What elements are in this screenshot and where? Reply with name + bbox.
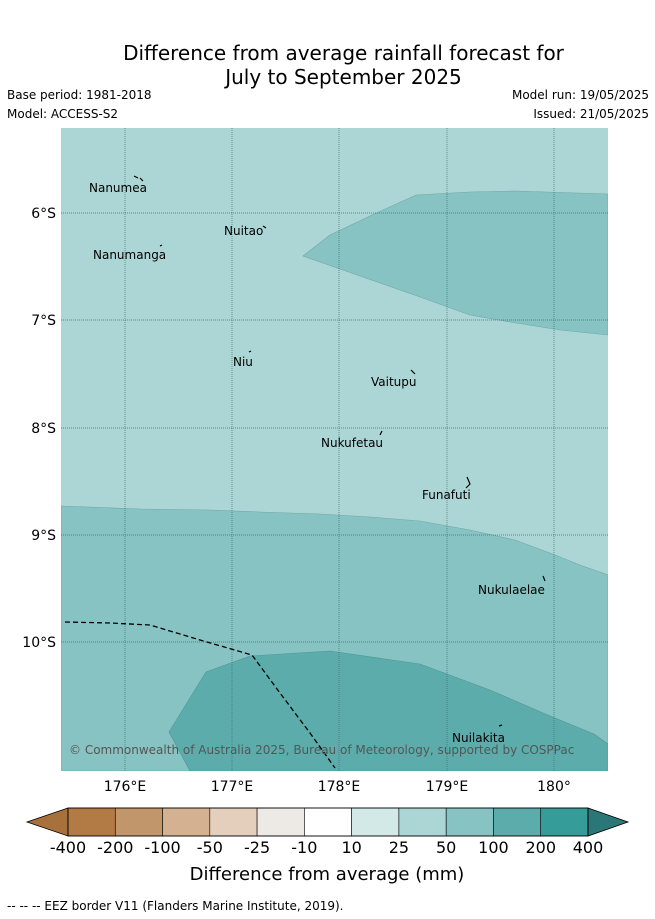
colorbar-tick-labels: -400 -200 -100 -50 -25 -10 10 25 50 100 200 400 bbox=[50, 838, 603, 857]
island-label-nuilakita: Nuilakita bbox=[452, 731, 505, 745]
model-name: Model: ACCESS-S2 bbox=[7, 107, 119, 121]
colorbar-segment bbox=[162, 807, 211, 837]
title-line-2: July to September 2025 bbox=[225, 65, 462, 89]
band-100-200-area bbox=[168, 650, 608, 771]
lat-tick-label: 7°S bbox=[31, 313, 56, 329]
island-label-nanumea: Nanumea bbox=[89, 181, 147, 195]
colorbar-tick-label: -50 bbox=[197, 838, 223, 857]
island-label-funafuti: Funafuti bbox=[422, 488, 471, 502]
colorbar-tick-label: 200 bbox=[525, 838, 556, 857]
eez-footnote: -- -- -- EEZ border V11 (Flanders Marine… bbox=[7, 899, 344, 913]
colorbar-segment bbox=[540, 807, 589, 837]
lon-tick-label: 177°E bbox=[211, 779, 254, 795]
island-nuilakita-shape bbox=[498, 724, 503, 727]
band-50-100-north-area bbox=[302, 190, 608, 336]
island-label-nuitao: Nuitao bbox=[224, 224, 263, 238]
colorbar-tick-label: -25 bbox=[244, 838, 270, 857]
colorbar-segment bbox=[304, 807, 352, 837]
island-nukufetau-shape bbox=[379, 430, 383, 436]
island-nanumea-shape bbox=[133, 175, 144, 182]
copyright-notice: © Commonwealth of Australia 2025, Bureau… bbox=[69, 743, 574, 757]
colorbar-tick-label: 10 bbox=[341, 838, 361, 857]
island-nanumanga-shape bbox=[159, 244, 163, 247]
base-period: Base period: 1981-2018 bbox=[7, 88, 152, 102]
lon-tick-label: 180° bbox=[537, 779, 571, 795]
map-panel: Nanumea Nuitao Nanumanga Niu Vaitupu Nuk… bbox=[22, 128, 630, 885]
colorbar-segment bbox=[209, 807, 258, 837]
colorbar-segment bbox=[445, 807, 494, 837]
colorbar-tick-label: -10 bbox=[291, 838, 317, 857]
lat-tick-label: 8°S bbox=[31, 421, 56, 437]
colorbar-tick-label: 100 bbox=[478, 838, 509, 857]
colorbar-tick-label: -100 bbox=[144, 838, 180, 857]
island-funafuti-shape bbox=[465, 476, 471, 489]
colorbar-tick-label: 50 bbox=[436, 838, 456, 857]
colorbar-segment bbox=[67, 807, 116, 837]
lat-tick-label: 6°S bbox=[31, 206, 56, 222]
lon-tick-label: 179°E bbox=[426, 779, 469, 795]
colorbar-frame bbox=[67, 807, 589, 837]
eez-border-line bbox=[64, 621, 336, 769]
colorbar: -400 -200 -100 -50 -25 -10 10 25 50 100 200 400 Dif… bbox=[25, 807, 630, 885]
colorbar-segment bbox=[256, 807, 305, 837]
colorbar-segment bbox=[493, 807, 542, 837]
island-nukulaelae-shape bbox=[542, 575, 546, 582]
model-run: Model run: 19/05/2025 bbox=[511, 88, 649, 102]
island-label-vaitupu: Vaitupu bbox=[371, 375, 417, 389]
island-niu-shape bbox=[248, 350, 252, 353]
colorbar-high-extension bbox=[587, 807, 630, 837]
island-label-niu: Niu bbox=[233, 355, 253, 369]
island-nuitao-shape bbox=[262, 225, 267, 229]
colorbar-segment bbox=[351, 807, 400, 837]
island-label-nukulaelae: Nukulaelae bbox=[478, 583, 545, 597]
island-label-nukufetau: Nukufetau bbox=[321, 436, 383, 450]
colorbar-low-extension bbox=[25, 807, 69, 837]
lon-tick-label: 176°E bbox=[104, 779, 147, 795]
island-shapes bbox=[133, 175, 546, 727]
title-line-1: Difference from average rainfall forecas… bbox=[123, 41, 564, 65]
island-label-nanumanga: Nanumanga bbox=[93, 248, 166, 262]
colorbar-title: Difference from average (mm) bbox=[190, 864, 465, 885]
island-vaitupu-shape bbox=[410, 369, 416, 375]
colorbar-tick-label: -400 bbox=[50, 838, 86, 857]
lon-tick-label: 178°E bbox=[318, 779, 361, 795]
issued-date: Issued: 21/05/2025 bbox=[533, 107, 649, 121]
colorbar-tick-label: -200 bbox=[97, 838, 133, 857]
colorbar-tick-label: 25 bbox=[389, 838, 409, 857]
lat-tick-label: 10°S bbox=[22, 635, 56, 651]
lat-tick-label: 9°S bbox=[31, 528, 56, 544]
colorbar-segment bbox=[398, 807, 447, 837]
colorbar-segments bbox=[67, 807, 589, 837]
colorbar-segment bbox=[114, 807, 163, 837]
colorbar-tick-label: 400 bbox=[573, 838, 604, 857]
